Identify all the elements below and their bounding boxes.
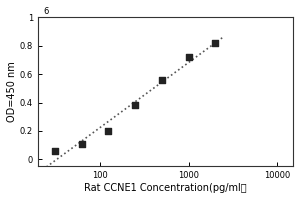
Y-axis label: OD=450 nm: OD=450 nm bbox=[7, 62, 17, 122]
Point bbox=[160, 78, 164, 81]
Point bbox=[52, 149, 57, 153]
Point bbox=[186, 56, 191, 59]
Text: 6: 6 bbox=[43, 7, 48, 16]
Point bbox=[80, 143, 84, 146]
Point bbox=[133, 104, 138, 107]
X-axis label: Rat CCNE1 Concentration(pg/ml）: Rat CCNE1 Concentration(pg/ml） bbox=[84, 183, 247, 193]
Point bbox=[106, 129, 111, 133]
Point bbox=[213, 41, 218, 45]
